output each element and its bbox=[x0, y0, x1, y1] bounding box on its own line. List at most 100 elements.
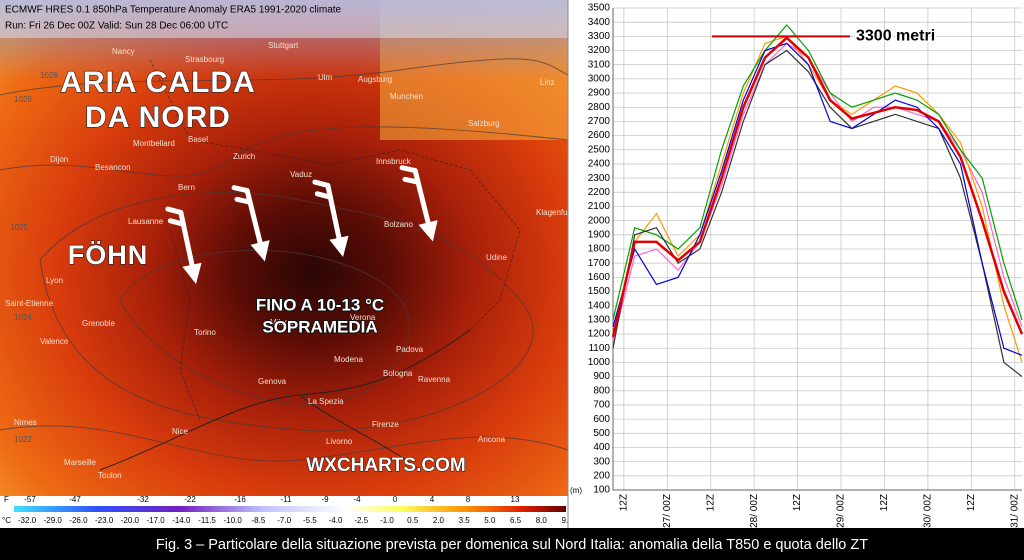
colorbar-label: -4 bbox=[353, 495, 361, 504]
contours bbox=[0, 58, 569, 462]
y-tick-label: 1500 bbox=[588, 286, 611, 297]
colorbar-labels: -57 -47 -32 -22 -16 -11 -9 -4 0 4 8 13 -32.0 -29.0 -26… bbox=[18, 495, 573, 525]
x-tick-label: 12Z bbox=[705, 494, 716, 511]
x-tick-label: 30/ 00Z bbox=[923, 494, 934, 528]
y-tick-label: 600 bbox=[593, 414, 610, 425]
colorbar-label: -57 bbox=[24, 495, 36, 504]
colorbar-label: -2.5 bbox=[354, 516, 368, 525]
colorbar-label: 8.0 bbox=[536, 516, 548, 525]
series-line bbox=[612, 42, 1023, 356]
colorbar-unit: F bbox=[4, 495, 9, 504]
wind-arrows bbox=[165, 165, 438, 284]
y-tick-label: 500 bbox=[593, 428, 610, 439]
series-line bbox=[612, 24, 1023, 321]
y-tick-label: 1400 bbox=[588, 300, 611, 311]
y-tick-label: 3300 bbox=[588, 31, 611, 42]
y-tick-label: 2300 bbox=[588, 173, 611, 184]
y-tick-label: 800 bbox=[593, 385, 610, 396]
colorbar-label: -11 bbox=[281, 495, 293, 504]
overlay-text: SOPRAMEDIA bbox=[262, 317, 377, 336]
x-tick-label: 31/ 00Z bbox=[1009, 494, 1020, 528]
annotation-text: 3300 metri bbox=[856, 28, 935, 45]
y-tick-label: 1800 bbox=[588, 244, 611, 255]
city: Zurich bbox=[233, 152, 255, 161]
borders bbox=[149, 59, 521, 421]
city: Ulm bbox=[318, 73, 333, 82]
x-tick-label: 27/ 00Z bbox=[662, 494, 673, 528]
watermark: WXCHARTS.COM bbox=[306, 455, 465, 476]
colorbar-label: -26.0 bbox=[69, 516, 88, 525]
isobar-label: 1028 bbox=[14, 95, 32, 104]
colorbar-label: -9 bbox=[321, 495, 329, 504]
city: Firenze bbox=[372, 420, 399, 429]
y-tick-label: 3100 bbox=[588, 59, 611, 70]
city: Basel bbox=[188, 135, 208, 144]
y-tick-label: 2100 bbox=[588, 201, 611, 212]
map: ECMWF HRES 0.1 850hPa Temperature Anomal… bbox=[0, 0, 574, 526]
caption: Fig. 3 – Particolare della situazione pr… bbox=[156, 537, 868, 553]
colorbar-label: -17.0 bbox=[146, 516, 165, 525]
y-tick-label: 100 bbox=[593, 485, 610, 496]
overlay-text: ARIA CALDA bbox=[60, 66, 256, 99]
isobar-label: 1026 bbox=[40, 71, 58, 80]
city: Saint-Etienne bbox=[5, 299, 54, 308]
city: Bern bbox=[178, 183, 195, 192]
colorbar-label: 0.5 bbox=[407, 516, 419, 525]
city: Lausanne bbox=[128, 217, 164, 226]
city: Linz bbox=[540, 78, 555, 87]
colorbar-label: -29.0 bbox=[44, 516, 63, 525]
colorbar-label: -20.0 bbox=[121, 516, 140, 525]
city: Besancon bbox=[95, 163, 131, 172]
city: Genova bbox=[258, 377, 287, 386]
y-tick-label: 2000 bbox=[588, 215, 611, 226]
chart: 100 200 300 400 500 600 700 800 900 1000 1100 1200 1… bbox=[570, 3, 1024, 528]
colorbar-label: -11.5 bbox=[198, 516, 216, 525]
y-tick-label: 2700 bbox=[588, 116, 611, 127]
city: Nancy bbox=[112, 47, 135, 56]
map-header: ECMWF HRES 0.1 850hPa Temperature Anomal… bbox=[5, 5, 342, 16]
city: Udine bbox=[486, 253, 507, 262]
city: Vaduz bbox=[290, 170, 312, 179]
y-tick-label: 1000 bbox=[588, 357, 611, 368]
isobar-label: 1022 bbox=[14, 435, 32, 444]
colorbar-label: -10.0 bbox=[224, 516, 243, 525]
colorbar bbox=[14, 506, 566, 512]
colorbar-label: -4.0 bbox=[329, 516, 343, 525]
colorbar-label: 5.0 bbox=[484, 516, 496, 525]
city: Verona bbox=[350, 313, 376, 322]
coastline bbox=[99, 329, 471, 471]
colorbar-label: 3.5 bbox=[459, 516, 471, 525]
colorbar-label: 0 bbox=[393, 495, 398, 504]
city: Ravenna bbox=[418, 375, 451, 384]
colorbar-label: 9.5 bbox=[561, 516, 573, 525]
city: Bologna bbox=[383, 369, 413, 378]
city: Ancona bbox=[478, 435, 506, 444]
y-tick-label: 2600 bbox=[588, 130, 611, 141]
y-tick-label: 900 bbox=[593, 371, 610, 382]
y-tick-label: 3500 bbox=[588, 3, 611, 14]
city: Lyon bbox=[46, 276, 63, 285]
series-line bbox=[612, 35, 1023, 363]
city: Munchen bbox=[390, 92, 423, 101]
y-tick-label: 3000 bbox=[588, 74, 611, 85]
city: Salzburg bbox=[468, 119, 500, 128]
city: Nice bbox=[172, 427, 189, 436]
colorbar-label: -47 bbox=[69, 495, 81, 504]
colorbar-label: -32 bbox=[137, 495, 149, 504]
city: Toulon bbox=[98, 471, 122, 480]
colorbar-label: 8 bbox=[466, 495, 471, 504]
y-tick-label: 1100 bbox=[588, 343, 610, 354]
series-line bbox=[612, 49, 1023, 378]
colorbar-label: 4 bbox=[430, 495, 435, 504]
isobar-label: 1025 bbox=[10, 223, 28, 232]
colorbar-label: -7.0 bbox=[277, 516, 291, 525]
y-tick-label: 3400 bbox=[588, 17, 611, 28]
city: Bolzano bbox=[384, 220, 413, 229]
city: Valence bbox=[40, 337, 69, 346]
caption-band bbox=[0, 528, 1024, 560]
city: Milano bbox=[270, 318, 294, 327]
x-tick-label: 28/ 00Z bbox=[749, 494, 760, 528]
y-tick-label: 1300 bbox=[588, 315, 611, 326]
y-tick-label: 400 bbox=[593, 442, 610, 453]
